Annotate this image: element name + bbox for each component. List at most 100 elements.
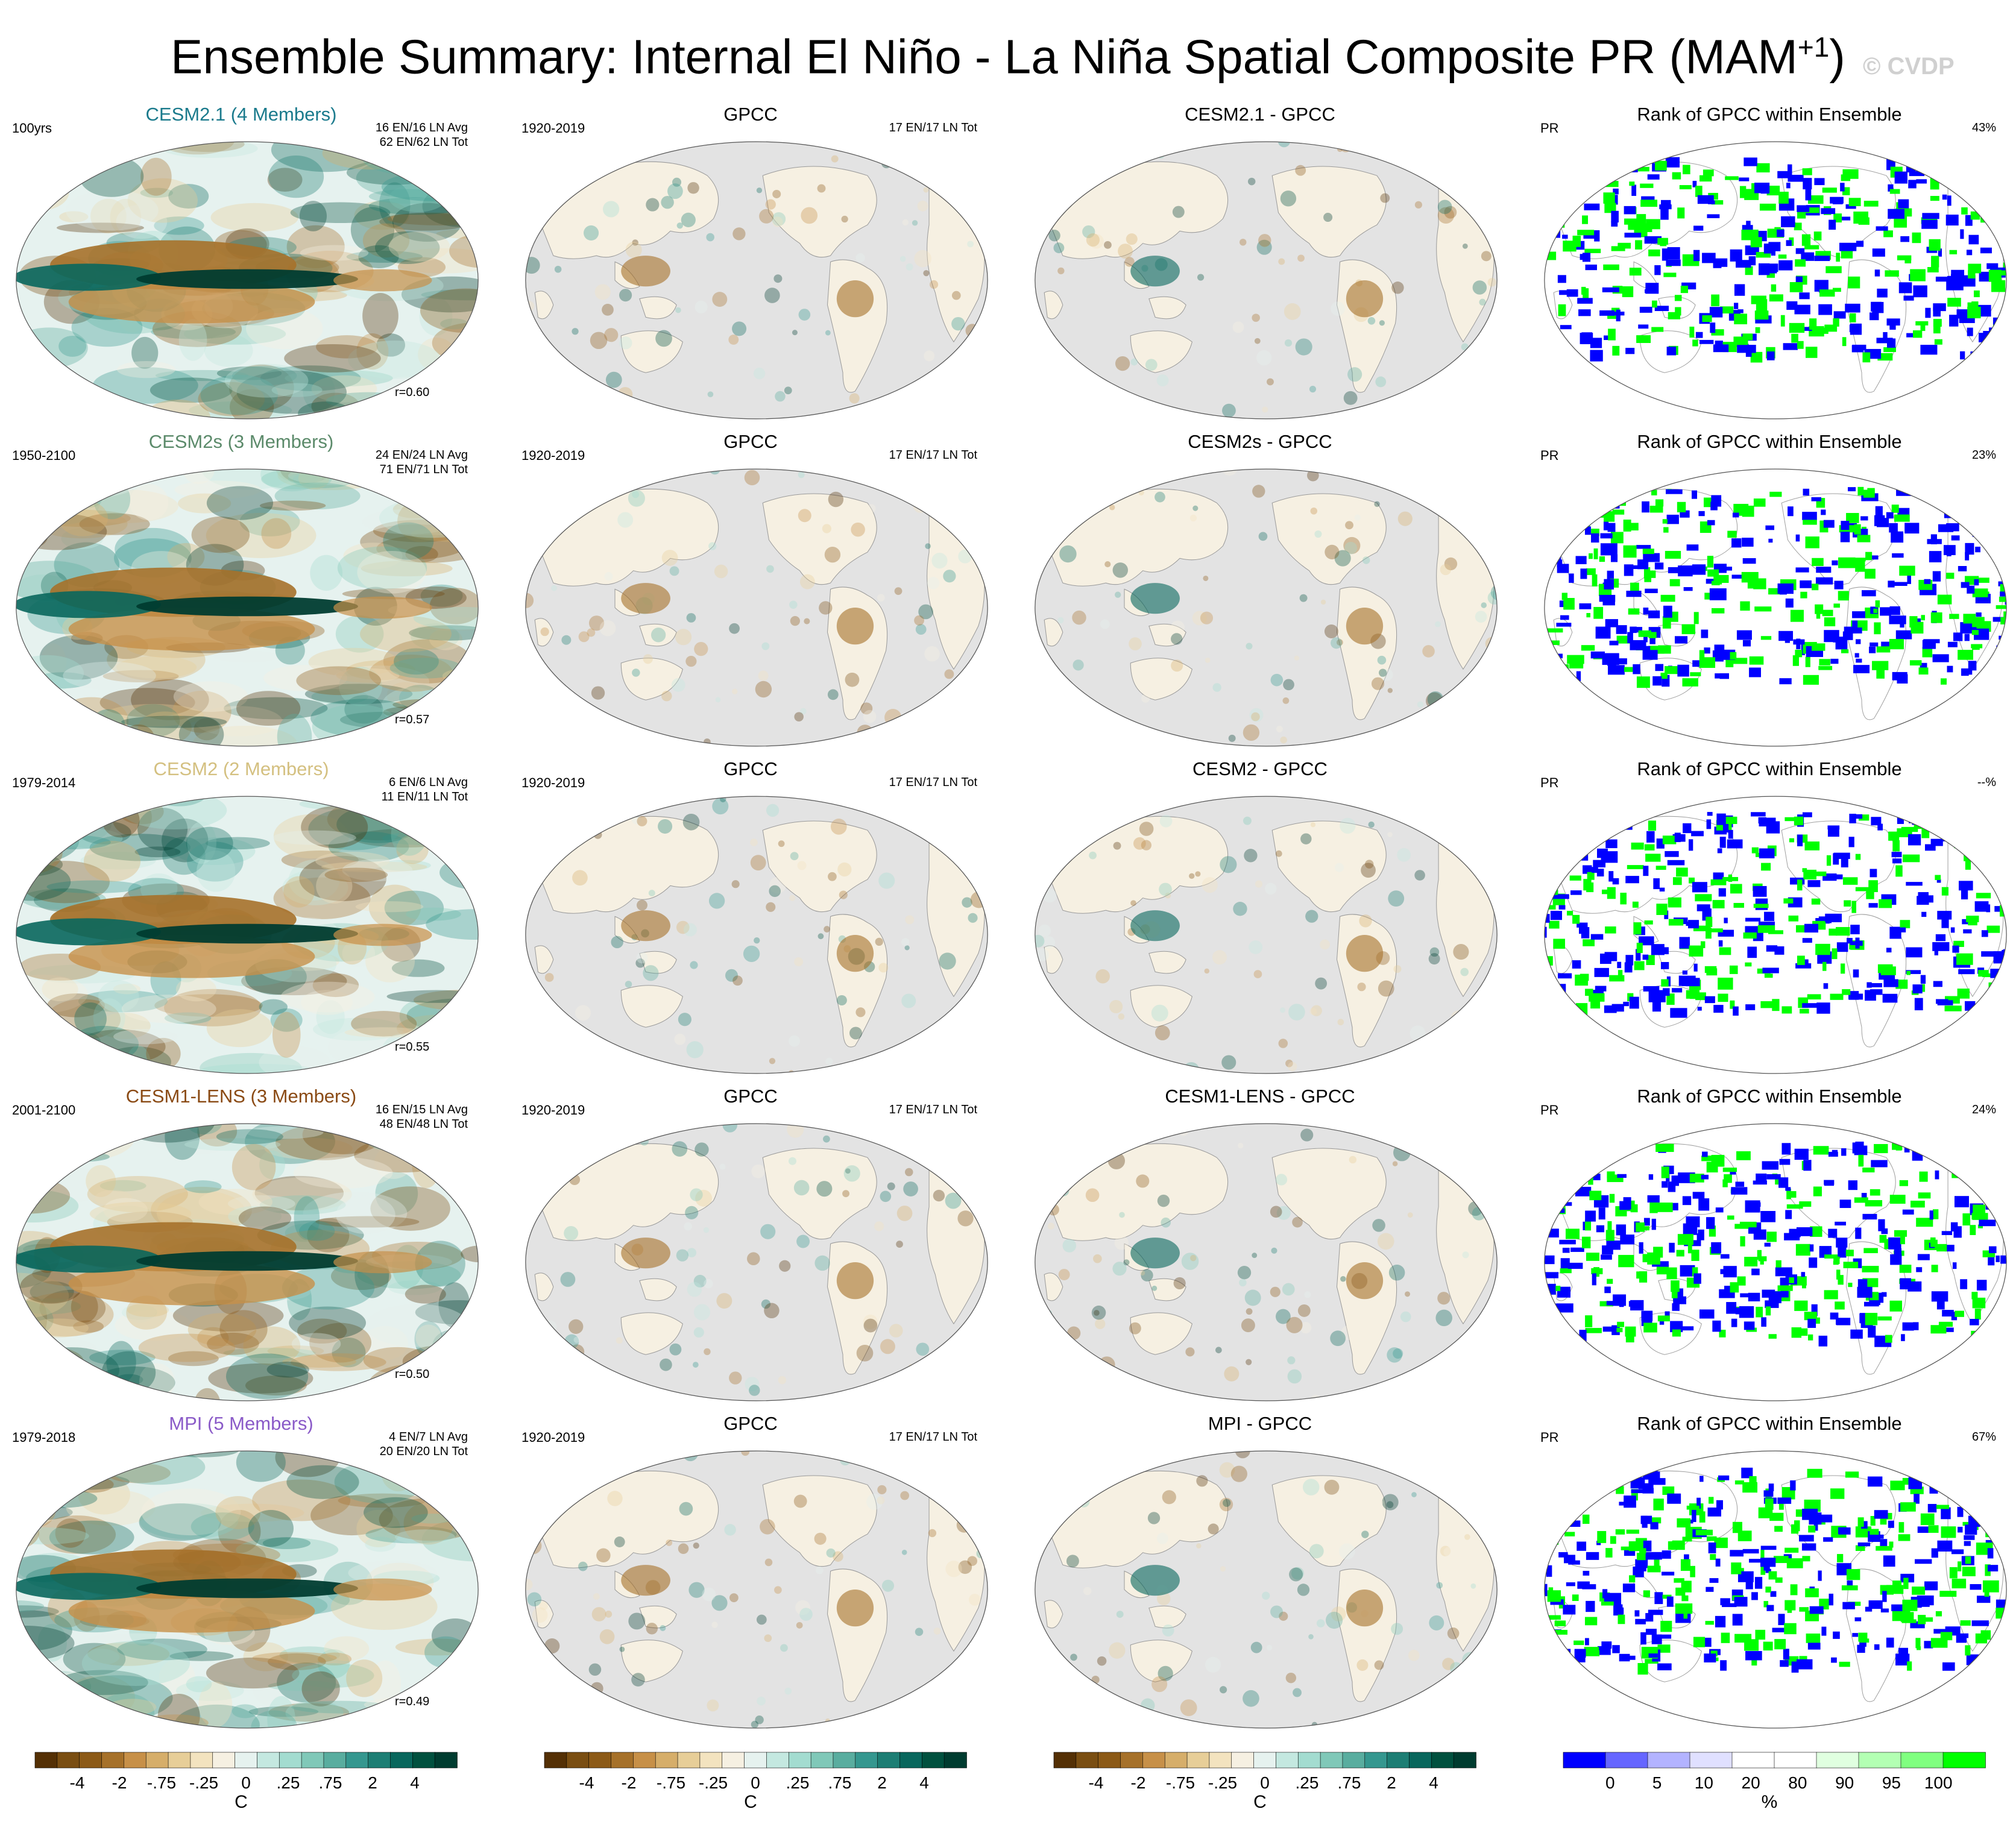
colorbar-swatch xyxy=(1563,1752,1606,1769)
panel-counts: 67% xyxy=(1971,1430,1996,1444)
panel-counts: 17 EN/17 LN Tot xyxy=(889,1103,977,1116)
colorbar-tick-label: 100 xyxy=(1924,1773,1953,1792)
pattern-correlation: r=0.50 xyxy=(395,1368,430,1381)
map-obs xyxy=(525,468,988,747)
colorbar-swatch xyxy=(1076,1752,1099,1769)
colorbar-swatch xyxy=(1858,1752,1901,1769)
colorbar-swatch xyxy=(655,1752,678,1769)
colorbar-swatch xyxy=(145,1752,169,1769)
colorbar-swatch xyxy=(279,1752,302,1769)
colorbar-swatch xyxy=(1647,1752,1690,1769)
pattern-correlation: r=0.49 xyxy=(395,1695,430,1708)
obs-panel: GPCC 1920-2019 17 EN/17 LN Tot xyxy=(509,1412,1013,1740)
colorbar-diff: -4 -2 -.75 -.25 0 .25 .75 2 4 C xyxy=(1048,1746,1482,1816)
panel-title: CESM2.1 (4 Members) xyxy=(145,104,337,125)
model-panel: CESM2.1 (4 Members) 100yrs 16 EN/16 LN Avg… xyxy=(0,102,504,430)
panel-counts: 23% xyxy=(1971,448,1996,462)
colorbar-swatch xyxy=(1320,1752,1343,1769)
rank-panel: Rank of GPCC within Ensemble PR 23% xyxy=(1528,430,2016,758)
colorbar-swatch xyxy=(412,1752,435,1769)
colorbar-model: -4 -2 -.75 -.25 0 .25 .75 2 4 C xyxy=(29,1746,463,1816)
colorbar-tick-label: 4 xyxy=(410,1773,420,1792)
colorbar-swatch xyxy=(1120,1752,1144,1769)
colorbar-swatch xyxy=(899,1752,923,1769)
colorbar-swatch xyxy=(810,1752,834,1769)
map-obs xyxy=(525,1123,988,1401)
colorbar-swatch xyxy=(1409,1752,1432,1769)
colorbar-tick-label: -4 xyxy=(70,1773,85,1792)
colorbar-tick-label: .75 xyxy=(1338,1773,1361,1792)
panel-period: 1920-2019 xyxy=(521,1102,585,1118)
obs-panel: GPCC 1920-2019 17 EN/17 LN Tot xyxy=(509,757,1013,1085)
panel-title: Rank of GPCC within Ensemble xyxy=(1637,104,1902,125)
panel-period: 1920-2019 xyxy=(521,121,585,136)
colorbar-swatch xyxy=(368,1752,391,1769)
colorbar-swatch xyxy=(544,1752,567,1769)
colorbar-swatch xyxy=(1053,1752,1077,1769)
panel-title: GPCC xyxy=(723,1413,778,1434)
colorbar-swatch xyxy=(1364,1752,1388,1769)
colorbar-swatch xyxy=(1731,1752,1775,1769)
colorbar-swatch xyxy=(1231,1752,1255,1769)
panel-counts: 6 EN/6 LN Avg 11 EN/11 LN Tot xyxy=(381,776,468,804)
pattern-correlation: r=0.55 xyxy=(395,1040,430,1054)
panel-period: PR xyxy=(1540,121,1559,136)
model-panel: CESM2 (2 Members) 1979-2014 6 EN/6 LN Avg 1… xyxy=(0,757,504,1085)
colorbar-swatch xyxy=(611,1752,634,1769)
colorbar-swatch xyxy=(101,1752,125,1769)
rank-panel: Rank of GPCC within Ensemble PR 67% xyxy=(1528,1412,2016,1740)
panel-title: CESM1-LENS - GPCC xyxy=(1165,1086,1355,1107)
colorbar-unit: C xyxy=(1253,1792,1267,1812)
map-obs xyxy=(525,796,988,1074)
colorbar-swatch xyxy=(677,1752,701,1769)
pattern-correlation: r=0.60 xyxy=(395,386,430,399)
colorbar-tick-label: -2 xyxy=(622,1773,637,1792)
colorbar-swatch xyxy=(566,1752,590,1769)
rank-panel: Rank of GPCC within Ensemble PR 43% xyxy=(1528,102,2016,430)
colorbar-swatch xyxy=(1297,1752,1321,1769)
colorbar-swatch xyxy=(744,1752,767,1769)
model-panel: CESM1-LENS (3 Members) 2001-2100 16 EN/15 … xyxy=(0,1084,504,1412)
panel-counts: 17 EN/17 LN Tot xyxy=(889,121,977,134)
panel-counts: 24 EN/24 LN Avg 71 EN/71 LN Tot xyxy=(375,448,468,476)
panel-period: 1920-2019 xyxy=(521,775,585,790)
colorbar-tick-label: .75 xyxy=(828,1773,852,1792)
panel-title: Rank of GPCC within Ensemble xyxy=(1637,1086,1902,1107)
colorbar-swatch xyxy=(212,1752,236,1769)
colorbar-tick-label: -.75 xyxy=(1166,1773,1195,1792)
colorbar-swatch xyxy=(34,1752,58,1769)
watermark: © CVDP xyxy=(1863,53,1955,80)
colorbar-swatch xyxy=(1098,1752,1121,1769)
panel-period: 1920-2019 xyxy=(521,448,585,463)
map-diff xyxy=(1035,141,1498,420)
colorbar-tick-label: -.75 xyxy=(657,1773,685,1792)
colorbar-tick-label: 0 xyxy=(241,1773,251,1792)
colorbar-tick-label: -2 xyxy=(1131,1773,1146,1792)
colorbar-swatch xyxy=(1342,1752,1366,1769)
colorbar-tick-label: 20 xyxy=(1742,1773,1760,1792)
colorbar-tick-label: .25 xyxy=(1296,1773,1319,1792)
colorbar-swatch xyxy=(323,1752,347,1769)
map-rank xyxy=(1544,1123,2007,1401)
panel-counts: 17 EN/17 LN Tot xyxy=(889,448,977,462)
colorbar-swatch xyxy=(922,1752,945,1769)
map-diff xyxy=(1035,796,1498,1074)
colorbar-swatch xyxy=(1900,1752,1944,1769)
panel-counts: 4 EN/7 LN Avg 20 EN/20 LN Tot xyxy=(379,1430,468,1458)
colorbar-swatch xyxy=(1142,1752,1166,1769)
colorbar-rank: 0 5 10 20 80 90 95 100% xyxy=(1557,1746,1991,1816)
rank-panel: Rank of GPCC within Ensemble PR --% xyxy=(1528,757,2016,1085)
colorbar-tick-label: 90 xyxy=(1835,1773,1854,1792)
colorbar-swatch xyxy=(788,1752,811,1769)
model-panel: MPI (5 Members) 1979-2018 4 EN/7 LN Avg 20 … xyxy=(0,1412,504,1740)
colorbar-tick-label: 2 xyxy=(368,1773,377,1792)
figure-title: Ensemble Summary: Internal El Niño - La … xyxy=(171,30,1845,84)
colorbar-swatch xyxy=(766,1752,790,1769)
colorbar-tick-label: -4 xyxy=(1089,1773,1104,1792)
colorbar-swatch xyxy=(124,1752,147,1769)
panel-title: GPCC xyxy=(723,104,778,125)
map-rank xyxy=(1544,796,2007,1074)
panel-period: PR xyxy=(1540,775,1559,790)
model-panel: CESM2s (3 Members) 1950-2100 24 EN/24 LN A… xyxy=(0,430,504,758)
map-rank xyxy=(1544,1450,2007,1729)
